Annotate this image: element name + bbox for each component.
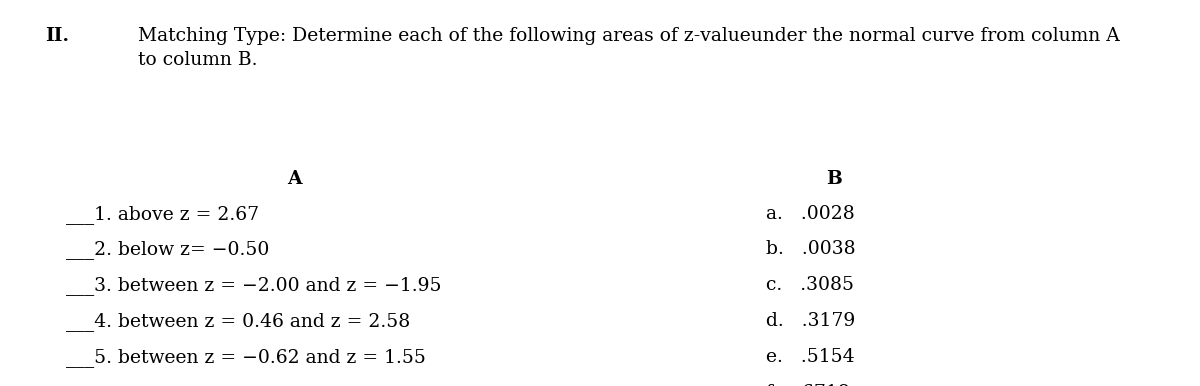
Text: B: B: [826, 170, 842, 188]
Text: b.   .0038: b. .0038: [766, 240, 856, 259]
Text: ___3. between z = −2.00 and z = −1.95: ___3. between z = −2.00 and z = −1.95: [66, 276, 442, 295]
Text: ___1. above z = 2.67: ___1. above z = 2.67: [66, 205, 259, 223]
Text: ___4. between z = 0.46 and z = 2.58: ___4. between z = 0.46 and z = 2.58: [66, 312, 410, 331]
Text: c.   .3085: c. .3085: [766, 276, 853, 295]
Text: ___2. below z= −0.50: ___2. below z= −0.50: [66, 240, 269, 259]
Text: a.   .0028: a. .0028: [766, 205, 854, 223]
Text: II.: II.: [46, 27, 70, 45]
Text: e.   .5154: e. .5154: [766, 348, 854, 366]
Text: Matching Type: Determine each of the following areas of z-valueunder the normal : Matching Type: Determine each of the fol…: [138, 27, 1120, 69]
Text: A: A: [287, 170, 301, 188]
Text: d.   .3179: d. .3179: [766, 312, 854, 330]
Text: f.   .6718: f. .6718: [766, 384, 850, 386]
Text: ___5. between z = −0.62 and z = 1.55: ___5. between z = −0.62 and z = 1.55: [66, 348, 426, 367]
